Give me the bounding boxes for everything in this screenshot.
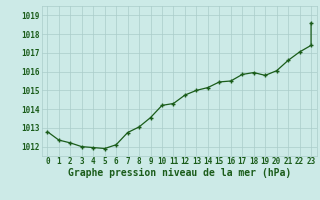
X-axis label: Graphe pression niveau de la mer (hPa): Graphe pression niveau de la mer (hPa)	[68, 168, 291, 178]
